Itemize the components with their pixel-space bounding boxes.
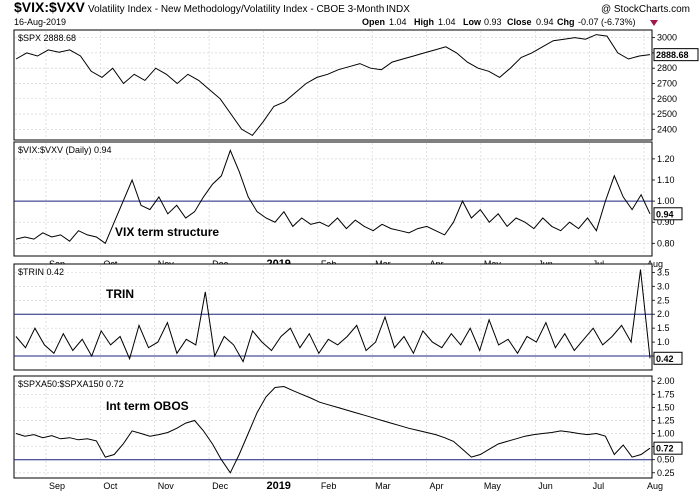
x-tick-label: Jun [538, 481, 553, 491]
x-tick-label: Sep [49, 481, 65, 491]
close-label: Close [507, 17, 532, 27]
x-tick-label: Apr [430, 481, 444, 491]
symbol-description: Volatility Index - New Methodology/Volat… [88, 4, 384, 15]
panel-4: 2.001.751.501.251.000.750.500.250.72$SPX… [13, 375, 683, 492]
x-tick-label: Oct [103, 481, 118, 491]
low-label: Low [463, 17, 482, 27]
panel-title: $SPX 2888.68 [18, 33, 76, 43]
y-tick-label: 1.25 [657, 415, 675, 425]
y-tick-label: 3000 [657, 33, 677, 43]
symbol-title: $VIX:$VXV [14, 0, 85, 15]
current-value-box [653, 441, 683, 455]
series-line [15, 34, 651, 137]
y-tick-label: 2800 [657, 63, 677, 73]
current-value-box [653, 48, 699, 62]
watermark: @ StockCharts.com [601, 4, 690, 15]
panel-title: $VIX:$VXV (Daily) 0.94 [18, 145, 112, 155]
high-label: High [414, 17, 434, 27]
y-tick-label: 1.0 [657, 337, 670, 347]
x-tick-label: Jul [593, 481, 605, 491]
y-tick-label: 2.00 [657, 376, 675, 386]
y-tick-label: 3.0 [657, 281, 670, 291]
current-value-box [653, 207, 683, 221]
y-tick-label: 1.00 [657, 196, 675, 206]
x-tick-label: May [484, 481, 502, 491]
y-tick-label: 0.50 [657, 455, 675, 465]
y-tick-label: 1.5 [657, 323, 670, 333]
panel-frame [13, 375, 653, 479]
y-tick-label: 1.50 [657, 402, 675, 412]
panel-frame [13, 141, 653, 257]
x-tick-label: Mar [375, 481, 391, 491]
series-line [15, 149, 651, 245]
y-tick-label: 2700 [657, 78, 677, 88]
x-tick-label: Aug [647, 259, 663, 269]
y-tick-label: 1.10 [657, 175, 675, 185]
series-line [15, 385, 651, 474]
current-value-label: 0.94 [656, 209, 674, 219]
close-value: 0.94 [536, 17, 554, 27]
open-value: 1.04 [389, 17, 407, 27]
y-tick-label: 0.25 [657, 468, 675, 478]
x-tick-label: Dec [212, 481, 229, 491]
y-tick-label: 0.90 [657, 217, 675, 227]
x-tick-label: Nov [158, 481, 175, 491]
panel-annotation: VIX term structure [115, 225, 219, 239]
panel-frame [13, 29, 653, 141]
current-value-box [653, 351, 683, 365]
x-tick-label: Feb [321, 481, 337, 491]
panel-annotation: Int term OBOS [106, 399, 189, 413]
y-tick-label: 2600 [657, 94, 677, 104]
chart-header: $VIX:$VXV Volatility Index - New Methodo… [14, 0, 690, 27]
y-tick-label: 0.80 [657, 238, 675, 248]
chg-label: Chg [557, 17, 575, 27]
panel-2: 1.20 1.10 1.00 0.90 0.80 0.94 $VIX:$VXV (Daily… [13, 141, 683, 270]
down-triangle-icon [650, 20, 658, 26]
current-value-label: 0.72 [656, 444, 674, 454]
panel-title: $SPXA50:$SPXA150 0.72 [18, 379, 124, 389]
exchange-label: INDX [386, 4, 410, 15]
x-tick-label: 2019 [266, 480, 290, 492]
y-tick-label: 1.00 [657, 429, 675, 439]
x-tick-label: Aug [647, 481, 663, 491]
panels: 30002900280027002600250024002888.68$SPX … [13, 29, 699, 492]
y-tick-label: 2.5 [657, 295, 670, 305]
y-tick-label: 2500 [657, 109, 677, 119]
panel-1: 30002900280027002600250024002888.68$SPX … [13, 29, 699, 141]
high-value: 1.04 [438, 17, 456, 27]
y-tick-label: 2400 [657, 124, 677, 134]
current-value-label: 2888.68 [656, 50, 689, 60]
low-value: 0.93 [484, 17, 502, 27]
panel-annotation: TRIN [106, 287, 134, 301]
chg-value: -0.07 (-6.73%) [578, 17, 636, 27]
panel-title: $TRIN 0.42 [18, 267, 64, 277]
y-tick-label: 1.20 [657, 154, 675, 164]
y-tick-label: 3.5 [657, 267, 670, 277]
open-label: Open [362, 17, 385, 27]
current-value-label: 0.42 [656, 354, 674, 364]
y-tick-label: 1.75 [657, 389, 675, 399]
panel-frame [13, 263, 653, 371]
date-label: 16-Aug-2019 [14, 17, 66, 27]
y-tick-label: 2.0 [657, 309, 670, 319]
series-line [15, 269, 651, 363]
